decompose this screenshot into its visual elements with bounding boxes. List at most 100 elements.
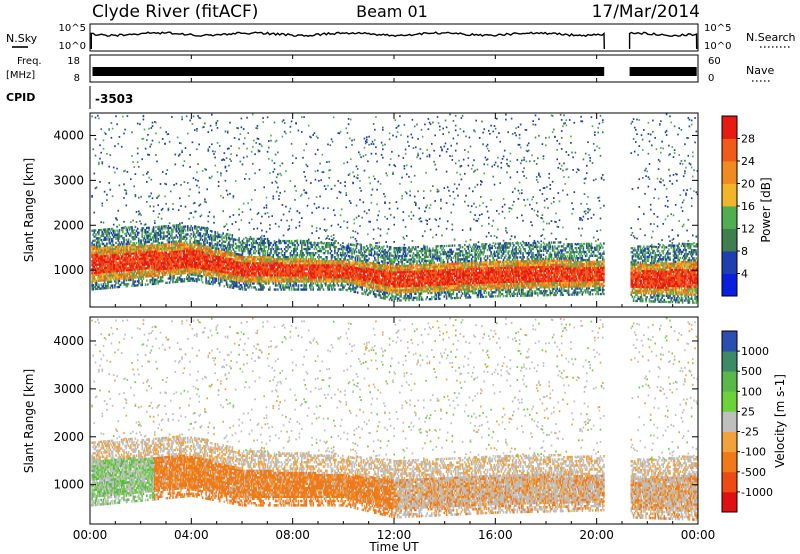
power-cell — [205, 229, 207, 232]
power-cell — [171, 252, 173, 256]
power-cell — [193, 239, 196, 242]
power-cell — [237, 265, 239, 268]
power-cell — [101, 277, 104, 280]
power-cell — [314, 278, 317, 281]
power-cell — [209, 252, 212, 255]
power-cell — [142, 259, 145, 262]
power-cell — [180, 270, 182, 273]
power-cell — [187, 265, 189, 268]
power-cell — [252, 274, 254, 277]
power-cell — [342, 274, 344, 277]
power-cell — [336, 274, 338, 277]
power-cell — [204, 229, 206, 232]
power-cell — [205, 261, 207, 264]
power-cell — [247, 272, 249, 275]
power-cell — [127, 256, 130, 259]
power-cell — [285, 268, 287, 271]
power-cell — [92, 251, 94, 255]
power-cell — [302, 260, 304, 263]
power-cell — [280, 262, 283, 265]
power-cell — [317, 266, 319, 269]
power-cell — [309, 270, 311, 273]
power-cell — [330, 278, 333, 281]
power-cell — [152, 205, 155, 208]
power-cell — [296, 276, 299, 279]
power-cell — [329, 266, 332, 269]
power-cell — [115, 255, 117, 259]
power-cell — [204, 253, 206, 256]
power-cell — [188, 271, 190, 274]
power-cell — [238, 275, 240, 278]
power-cell — [142, 174, 145, 176]
power-cell — [245, 282, 247, 285]
power-cell — [207, 247, 210, 251]
power-cell — [331, 278, 334, 281]
power-cell — [147, 246, 149, 250]
power-cell — [337, 180, 340, 182]
power-cell — [171, 242, 173, 246]
power-cell — [301, 250, 303, 253]
power-cell — [167, 239, 170, 242]
power-cell — [131, 262, 133, 265]
power-cell — [143, 224, 146, 226]
power-cell — [294, 266, 296, 269]
power-cell — [332, 286, 335, 289]
power-cell — [136, 152, 139, 155]
power-cell — [223, 159, 226, 161]
power-cell — [167, 243, 170, 246]
power-cell — [236, 277, 238, 280]
power-cell — [212, 256, 214, 260]
power-cell — [101, 230, 104, 234]
power-cell — [307, 264, 310, 267]
power-cell — [288, 274, 291, 277]
power-cell — [189, 279, 191, 282]
power-cell — [320, 241, 322, 243]
power-cell — [156, 246, 158, 249]
power-cell — [297, 262, 300, 265]
power-cell — [201, 238, 204, 242]
power-cell — [109, 270, 112, 273]
power-cell — [255, 274, 257, 277]
power-cell — [255, 141, 257, 144]
power-cell — [242, 247, 245, 251]
power-cell — [245, 173, 247, 175]
power-cell — [329, 278, 332, 281]
power-cell — [211, 268, 213, 271]
power-cell — [155, 282, 157, 285]
power-cell — [143, 237, 146, 240]
power-cell — [91, 243, 93, 247]
power-cell — [125, 256, 128, 260]
power-cell — [115, 257, 117, 261]
power-cell — [185, 267, 188, 270]
power-cell — [208, 260, 211, 263]
power-cell — [135, 256, 138, 259]
power-cell — [174, 228, 177, 231]
power-cell — [330, 235, 333, 238]
power-cell — [171, 230, 173, 233]
power-cell — [165, 243, 167, 246]
power-cell — [310, 286, 312, 289]
power-cell — [213, 263, 215, 266]
power-cell — [189, 247, 191, 250]
power-cell — [127, 270, 130, 274]
power-cell — [325, 245, 327, 249]
power-cell — [260, 268, 262, 271]
power-cell — [248, 284, 251, 287]
power-cell — [330, 288, 333, 291]
power-cell — [332, 209, 335, 212]
power-cell — [270, 278, 272, 281]
power-cell — [164, 225, 166, 228]
power-cell — [187, 273, 189, 276]
power-cell — [290, 218, 293, 221]
power-cell — [118, 259, 121, 262]
power-cell — [149, 252, 151, 256]
power-cell — [124, 257, 126, 260]
power-cell — [280, 270, 283, 273]
power-cell — [236, 127, 238, 129]
power-cell — [183, 259, 186, 263]
power-cell — [98, 271, 100, 274]
power-cell — [151, 260, 154, 263]
power-cell — [116, 237, 118, 240]
power-cell — [218, 235, 221, 239]
power-cell — [164, 259, 166, 262]
